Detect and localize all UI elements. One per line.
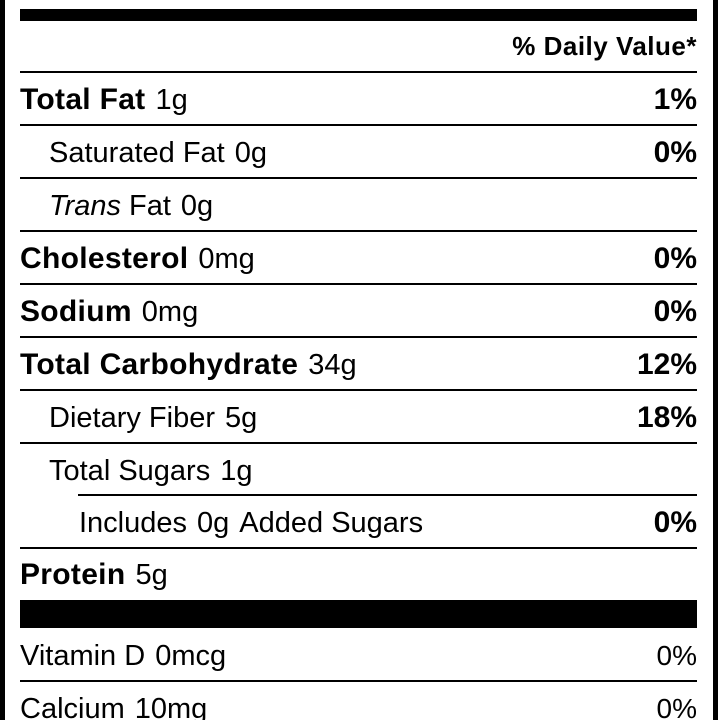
- row-sodium: Sodium 0mg 0%: [20, 286, 697, 338]
- daily-value-header: % Daily Value*: [20, 20, 697, 72]
- nutrient-name: Fat: [128, 189, 171, 222]
- panel-border-left: [0, 0, 5, 720]
- nutrient-amount: 1g: [155, 84, 188, 116]
- row-added-sugars: Includes 0g Added Sugars 0%: [20, 497, 697, 549]
- daily-value-label: % Daily Value*: [512, 30, 697, 61]
- daily-value-percent: 0%: [653, 136, 697, 169]
- nutrient-amount: 0mg: [141, 296, 199, 328]
- divider: [20, 177, 697, 179]
- row-calcium: Calcium 10mg 0%: [20, 683, 697, 720]
- divider: [20, 124, 697, 126]
- nutrient-name: Vitamin D: [20, 639, 146, 672]
- nutrient-name: Calcium: [20, 692, 125, 720]
- divider: [20, 336, 697, 338]
- nutrient-amount: 34g: [308, 349, 357, 381]
- row-vitamin-d: Vitamin D 0mcg 0%: [20, 630, 697, 682]
- nutrient-name: Total Carbohydrate: [20, 348, 299, 381]
- daily-value-percent: 1%: [653, 83, 697, 116]
- nutrient-name: Added Sugars: [239, 506, 424, 539]
- nutrient-name: Sodium: [20, 295, 132, 328]
- nutrient-name: Cholesterol: [20, 242, 189, 275]
- daily-value-percent: 18%: [636, 401, 697, 434]
- daily-value-percent: 0%: [653, 295, 697, 328]
- nutrient-amount: 0mg: [198, 243, 255, 275]
- thick-separator-bar: [20, 600, 697, 628]
- nutrient-amount: 10mg: [134, 692, 208, 720]
- row-total-fat: Total Fat 1g 1%: [20, 74, 697, 126]
- nutrient-amount: 0mcg: [155, 639, 227, 672]
- daily-value-percent: 0%: [656, 640, 697, 671]
- divider: [20, 547, 697, 549]
- row-cholesterol: Cholesterol 0mg 0%: [20, 233, 697, 285]
- nutrient-amount: 0g: [197, 506, 230, 539]
- panel-border-right: [713, 0, 718, 720]
- daily-value-percent: 0%: [656, 693, 697, 720]
- nutrient-amount: 5g: [225, 401, 258, 434]
- divider: [20, 680, 697, 682]
- divider: [20, 389, 697, 391]
- divider: [20, 230, 697, 232]
- divider: [20, 283, 697, 285]
- nutrient-name: Dietary Fiber: [49, 401, 215, 434]
- nutrient-amount: 1g: [220, 454, 253, 487]
- nutrient-name: Protein: [20, 558, 126, 591]
- nutrient-amount: 5g: [135, 559, 168, 591]
- nutrient-prefix: Includes: [79, 506, 188, 539]
- row-saturated-fat: Saturated Fat 0g 0%: [20, 127, 697, 179]
- row-trans-fat: Trans Fat 0g: [20, 180, 697, 232]
- daily-value-percent: 0%: [653, 242, 697, 275]
- nutrient-name: Total Fat: [20, 83, 146, 116]
- row-total-carbohydrate: Total Carbohydrate 34g 12%: [20, 339, 697, 391]
- nutrient-amount: 0g: [180, 189, 214, 222]
- daily-value-percent: 0%: [653, 506, 697, 539]
- divider-indented: [78, 494, 697, 496]
- divider: [20, 71, 697, 73]
- thick-top-bar: [20, 9, 697, 21]
- nutrient-name: Total Sugars: [49, 454, 211, 487]
- row-total-sugars: Total Sugars 1g: [20, 445, 697, 497]
- row-protein: Protein 5g: [20, 549, 697, 601]
- row-dietary-fiber: Dietary Fiber 5g 18%: [20, 392, 697, 444]
- nutrient-name: Saturated Fat: [49, 136, 225, 169]
- divider: [20, 442, 697, 444]
- nutrient-name-italic: Trans: [49, 189, 121, 222]
- nutrient-amount: 0g: [234, 136, 267, 169]
- daily-value-percent: 12%: [636, 348, 697, 381]
